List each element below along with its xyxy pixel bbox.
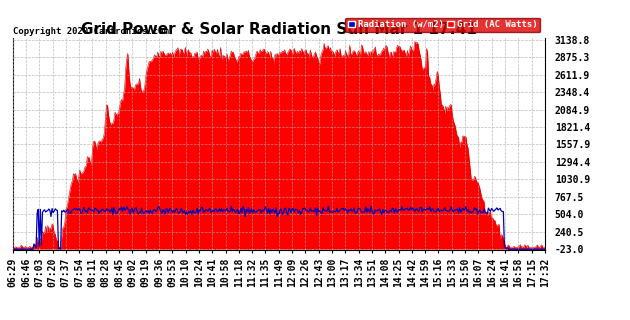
Title: Grid Power & Solar Radiation Sun Mar 1 17:41: Grid Power & Solar Radiation Sun Mar 1 1… (81, 22, 477, 37)
Text: Copyright 2020 Cartronics.com: Copyright 2020 Cartronics.com (13, 27, 168, 36)
Legend: Radiation (w/m2), Grid (AC Watts): Radiation (w/m2), Grid (AC Watts) (345, 18, 541, 32)
